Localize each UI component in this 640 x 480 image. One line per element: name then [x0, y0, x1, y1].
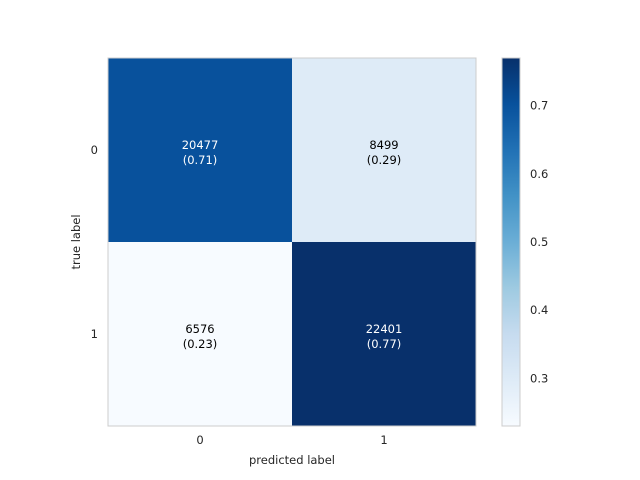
cell-annotations: 20477 (0.71) 8499 (0.29) 6576 (0.23) 224… [182, 138, 403, 351]
x-tick-label-1: 1 [380, 433, 387, 447]
cell-1-0-ratio: (0.23) [183, 337, 218, 351]
cell-1-0 [108, 242, 292, 426]
cell-0-0-count: 20477 [182, 138, 219, 152]
x-tick-label-0: 0 [196, 433, 203, 447]
colorbar-gradient [501, 57, 521, 427]
colorbar-tick-label: 0.5 [530, 235, 548, 249]
cell-1-1 [292, 242, 476, 426]
colorbar: 0.3 0.4 0.5 0.6 0.7 [501, 57, 548, 427]
plot-frame [107, 57, 477, 427]
cell-0-1 [292, 58, 476, 242]
cell-1-1-count: 22401 [366, 322, 403, 336]
x-axis: 0 1 predicted label [196, 433, 387, 467]
colorbar-tick-label: 0.7 [530, 99, 548, 113]
y-tick-label-0: 0 [91, 143, 98, 157]
colorbar-tick-label: 0.3 [530, 371, 548, 385]
cell-0-1-ratio: (0.29) [367, 153, 402, 167]
x-axis-label: predicted label [249, 453, 335, 467]
cell-0-1-count: 8499 [369, 138, 398, 152]
cell-0-0 [108, 58, 292, 242]
cell-0-0-ratio: (0.71) [183, 153, 218, 167]
colorbar-tick-label: 0.6 [530, 167, 548, 181]
cell-1-1-ratio: (0.77) [367, 337, 402, 351]
y-axis-label: true label [69, 214, 83, 269]
y-axis: 0 1 true label [69, 143, 98, 341]
colorbar-ticks: 0.3 0.4 0.5 0.6 0.7 [530, 99, 548, 386]
cell-1-0-count: 6576 [185, 322, 214, 336]
y-tick-label-1: 1 [91, 327, 98, 341]
heatmap-cells [108, 58, 476, 426]
colorbar-tick-label: 0.4 [530, 303, 548, 317]
